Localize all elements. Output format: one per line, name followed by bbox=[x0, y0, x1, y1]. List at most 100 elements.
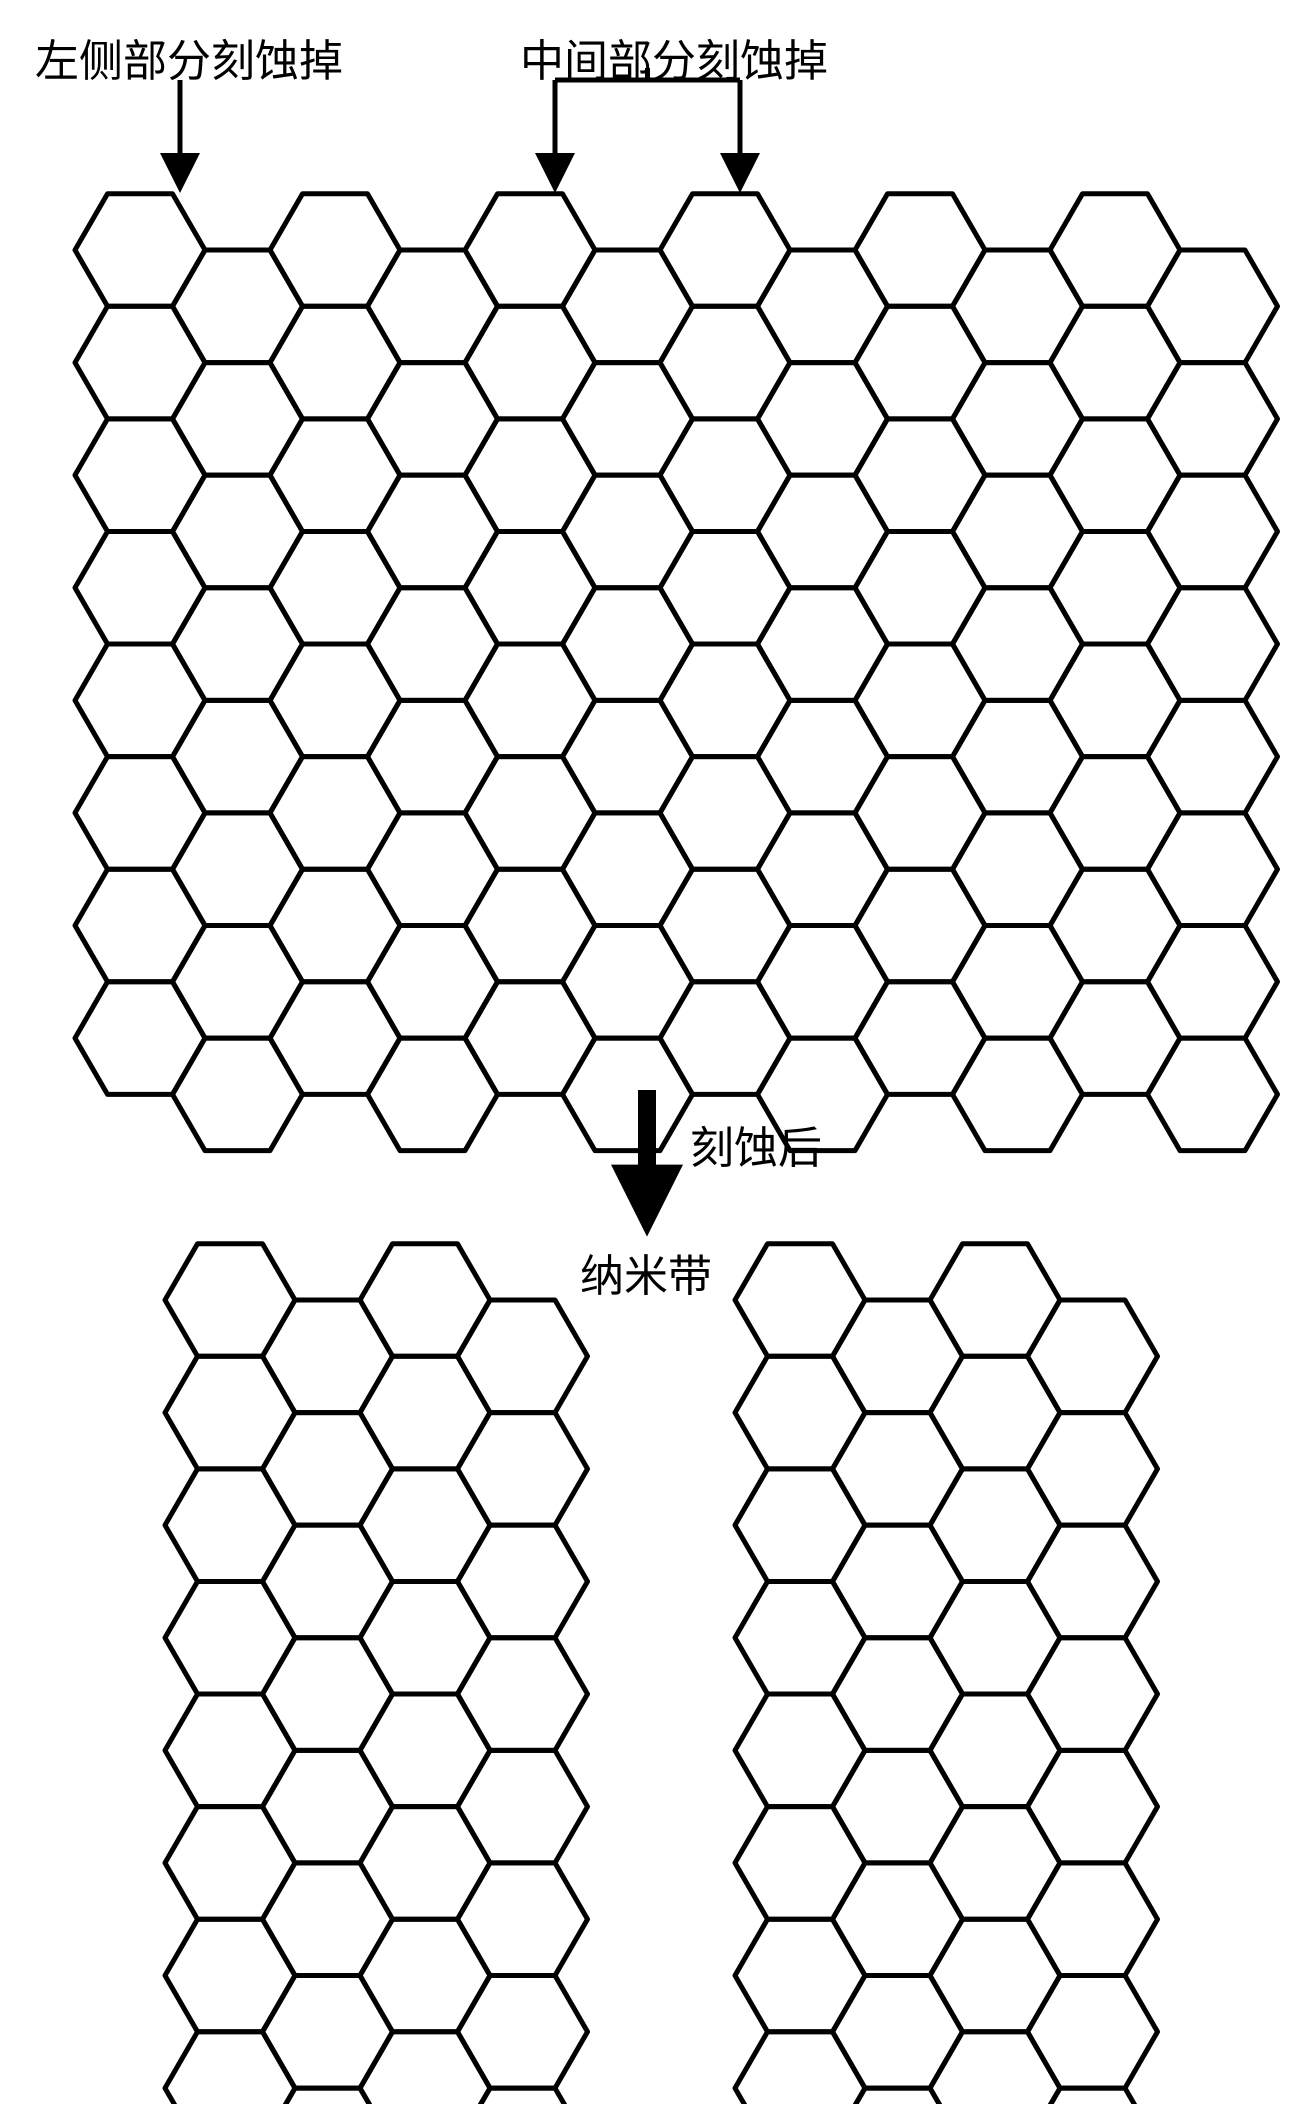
hexagon-cell bbox=[953, 588, 1083, 701]
hexagon-cell bbox=[75, 869, 205, 982]
hexagon-cell bbox=[360, 1244, 490, 1357]
hexagon-cell bbox=[1028, 1638, 1158, 1751]
hexagon-cell bbox=[263, 1975, 393, 2088]
hexagon-cell bbox=[953, 475, 1083, 588]
hexagon-cell bbox=[368, 363, 498, 476]
hexagon-cell bbox=[263, 2088, 393, 2104]
hexagon-cell bbox=[930, 1244, 1060, 1357]
hexagon-cell bbox=[1050, 306, 1180, 419]
bottom-right-lattice bbox=[735, 1244, 1158, 2104]
hexagon-cell bbox=[173, 250, 303, 363]
hexagon-cell bbox=[1050, 757, 1180, 870]
hexagon-cell bbox=[563, 363, 693, 476]
hexagon-cell bbox=[173, 925, 303, 1038]
hexagon-cell bbox=[270, 306, 400, 419]
hexagon-cell bbox=[458, 1975, 588, 2088]
hexagon-cell bbox=[263, 1750, 393, 1863]
bottom-left-lattice bbox=[165, 1244, 588, 2104]
hexagon-cell bbox=[173, 475, 303, 588]
hexagon-cell bbox=[458, 1750, 588, 1863]
hexagon-cell bbox=[360, 1356, 490, 1469]
hexagon-cell bbox=[833, 1638, 963, 1751]
hexagon-cell bbox=[458, 2088, 588, 2104]
hexagon-cell bbox=[930, 1356, 1060, 1469]
hexagon-cell bbox=[465, 419, 595, 532]
hexagon-cell bbox=[360, 1919, 490, 2032]
hexagon-cell bbox=[263, 1413, 393, 1526]
hexagon-cell bbox=[735, 1581, 865, 1694]
hexagon-cell bbox=[1148, 700, 1278, 813]
hexagon-cell bbox=[930, 1807, 1060, 1920]
hexagon-cell bbox=[270, 757, 400, 870]
hexagon-cell bbox=[1028, 1863, 1158, 1976]
hexagon-cell bbox=[563, 588, 693, 701]
hexagon-cell bbox=[458, 1413, 588, 1526]
hexagon-cell bbox=[833, 2088, 963, 2104]
hexagon-cell bbox=[735, 1807, 865, 1920]
hexagon-cell bbox=[368, 1038, 498, 1151]
hexagon-cell bbox=[173, 813, 303, 926]
hexagon-cell bbox=[173, 363, 303, 476]
hexagon-cell bbox=[360, 1694, 490, 1807]
hexagon-cell bbox=[953, 1038, 1083, 1151]
hexagon-cell bbox=[855, 757, 985, 870]
hexagon-cell bbox=[465, 531, 595, 644]
hexagon-cell bbox=[165, 1694, 295, 1807]
hexagon-cell bbox=[1050, 644, 1180, 757]
hexagon-cell bbox=[953, 925, 1083, 1038]
hexagon-cell bbox=[855, 306, 985, 419]
hexagon-cell bbox=[263, 1863, 393, 1976]
label-process: 刻蚀后 bbox=[690, 1112, 822, 1176]
hexagon-cell bbox=[165, 1244, 295, 1357]
hexagon-cell bbox=[1148, 925, 1278, 1038]
hexagon-cell bbox=[75, 419, 205, 532]
hexagon-cell bbox=[263, 1300, 393, 1413]
hexagon-cell bbox=[368, 813, 498, 926]
hexagon-cell bbox=[360, 2032, 490, 2104]
hexagon-cell bbox=[458, 1638, 588, 1751]
hexagon-cell bbox=[660, 194, 790, 307]
hexagon-cell bbox=[855, 194, 985, 307]
hexagon-cell bbox=[368, 475, 498, 588]
hexagon-cell bbox=[1148, 588, 1278, 701]
hexagon-cell bbox=[930, 1469, 1060, 1582]
hexagon-cell bbox=[270, 982, 400, 1095]
hexagon-cell bbox=[660, 531, 790, 644]
hexagon-cell bbox=[1050, 194, 1180, 307]
hexagon-cell bbox=[833, 1525, 963, 1638]
hexagon-cell bbox=[270, 644, 400, 757]
hexagon-cell bbox=[855, 419, 985, 532]
hexagon-cell bbox=[465, 869, 595, 982]
hexagon-cell bbox=[735, 1919, 865, 2032]
hexagon-cell bbox=[458, 1300, 588, 1413]
hexagon-cell bbox=[953, 813, 1083, 926]
hexagon-cell bbox=[563, 250, 693, 363]
hexagon-cell bbox=[758, 588, 888, 701]
hexagon-cell bbox=[660, 419, 790, 532]
hexagon-cell bbox=[165, 1581, 295, 1694]
hexagon-cell bbox=[173, 700, 303, 813]
hexagon-cell bbox=[1050, 982, 1180, 1095]
hexagon-cell bbox=[165, 1469, 295, 1582]
hexagon-cell bbox=[758, 925, 888, 1038]
hexagon-cell bbox=[953, 250, 1083, 363]
hexagon-cell bbox=[1028, 1975, 1158, 2088]
hexagon-cell bbox=[458, 1863, 588, 1976]
hexagon-cell bbox=[1148, 475, 1278, 588]
label-top-middle: 中间部分刻蚀掉 bbox=[520, 25, 828, 89]
hexagon-cell bbox=[165, 1919, 295, 2032]
hexagon-cell bbox=[660, 644, 790, 757]
hexagon-cell bbox=[368, 700, 498, 813]
hexagon-cell bbox=[75, 194, 205, 307]
hexagon-cell bbox=[465, 194, 595, 307]
hexagon-cell bbox=[735, 1469, 865, 1582]
hexagon-cell bbox=[833, 1863, 963, 1976]
hexagon-cell bbox=[563, 475, 693, 588]
top-lattice bbox=[75, 194, 1278, 1151]
label-result: 纳米带 bbox=[580, 1240, 712, 1304]
hexagon-cell bbox=[270, 869, 400, 982]
hexagon-cell bbox=[930, 1694, 1060, 1807]
hexagon-cell bbox=[833, 1300, 963, 1413]
hexagon-cell bbox=[1028, 1300, 1158, 1413]
hexagon-cell bbox=[465, 644, 595, 757]
